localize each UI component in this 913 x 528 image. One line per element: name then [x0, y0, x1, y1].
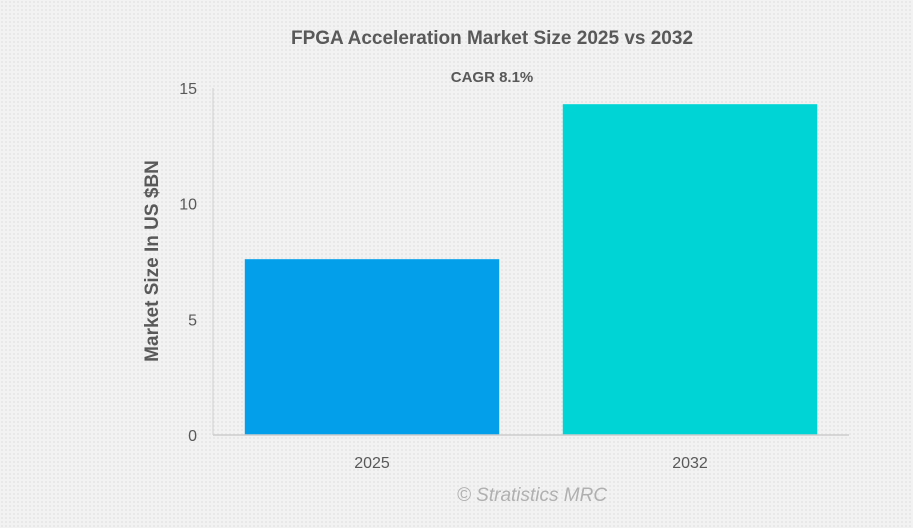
chart-title: FPGA Acceleration Market Size 2025 vs 20… [291, 28, 693, 49]
y-tick-label: 10 [179, 197, 197, 214]
chart-subtitle: CAGR 8.1% [451, 69, 534, 86]
bar-2032 [562, 104, 818, 436]
y-tick-label: 15 [179, 81, 197, 98]
watermark: © Stratistics MRC [457, 485, 607, 506]
y-axis-label: Market Size In US $BN [142, 160, 163, 362]
x-tick-label: 2025 [354, 455, 390, 472]
x-axis-ticks: 2025 2032 [354, 455, 708, 472]
bars-group [244, 104, 818, 436]
y-tick-label: 0 [188, 428, 197, 445]
bar-2025 [244, 259, 500, 435]
y-axis-ticks: 0 5 10 15 [179, 81, 197, 445]
y-tick-label: 5 [188, 312, 197, 329]
x-tick-label: 2032 [672, 455, 708, 472]
